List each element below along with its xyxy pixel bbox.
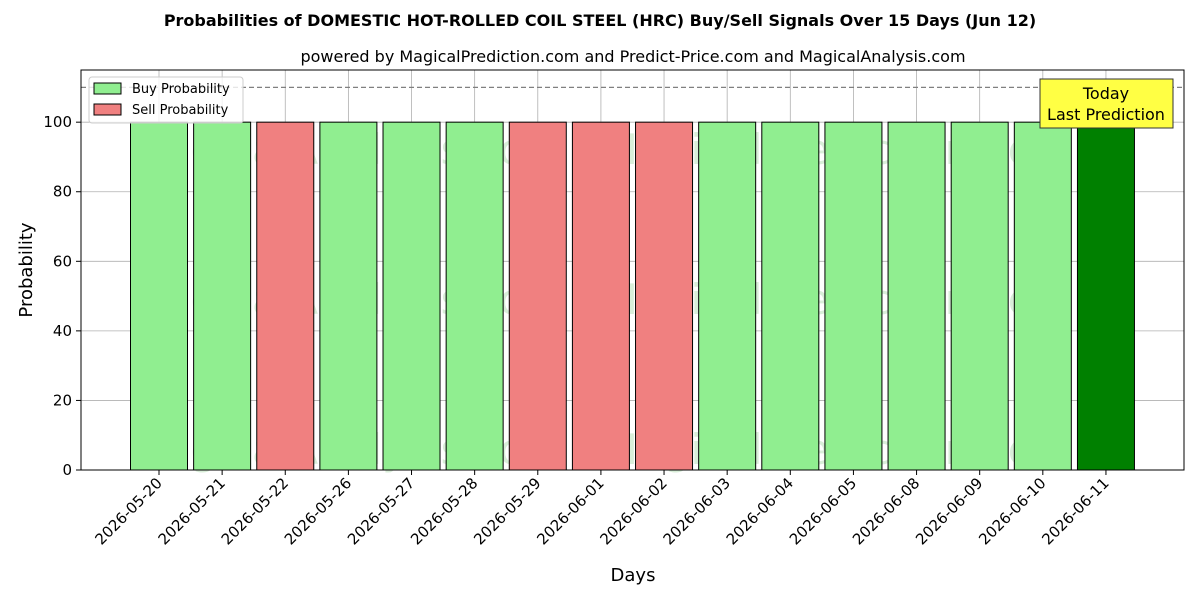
bar-buy	[193, 121, 252, 471]
x-tick-label: 2026-06-08	[849, 474, 923, 548]
bar-buy	[887, 121, 946, 471]
x-tick-label: 2026-05-26	[281, 474, 355, 548]
x-tick-label: 2026-06-03	[660, 474, 734, 548]
bar-sell	[508, 121, 567, 471]
x-tick-label: 2026-06-09	[912, 474, 986, 548]
x-tick-label: 2026-05-27	[344, 474, 418, 548]
today-annotation-box	[1039, 78, 1174, 129]
bar-sell	[635, 121, 694, 471]
today-annotation: Today Last Prediction	[1039, 78, 1174, 129]
bar-buy	[319, 121, 378, 471]
x-tick-label: 2026-06-01	[533, 474, 607, 548]
x-tick-label: 2026-05-29	[470, 474, 544, 548]
bar-buy	[824, 121, 883, 471]
plot-frame	[80, 69, 1185, 471]
y-axis-label: Probability	[16, 222, 37, 317]
bar-today	[1076, 121, 1135, 471]
y-tick-label: 60	[53, 252, 72, 270]
y-tick-label: 0	[62, 461, 72, 479]
y-tick-label: 100	[43, 113, 72, 131]
x-tick-label: 2026-05-22	[218, 474, 292, 548]
y-tick-label: 40	[53, 322, 72, 340]
x-tick-label: 2026-05-21	[155, 474, 229, 548]
x-tick-label: 2026-05-20	[91, 474, 165, 548]
bar-buy	[698, 121, 757, 471]
legend-sell-label: Sell Probability	[132, 103, 229, 118]
x-tick-label: 2026-05-28	[407, 474, 481, 548]
x-tick-label: 2026-06-10	[975, 474, 1049, 548]
x-tick-label: 2026-06-04	[723, 474, 797, 548]
legend-sell-swatch	[93, 103, 122, 116]
chart-subtitle: powered by MagicalPrediction.com and Pre…	[300, 47, 965, 66]
bar-buy	[445, 121, 504, 471]
legend-frame	[88, 76, 244, 124]
legend-buy-label: Buy Probability	[132, 82, 230, 97]
chart-title: Probabilities of DOMESTIC HOT-ROLLED COI…	[164, 11, 1036, 30]
today-annotation-line2: Last Prediction	[1047, 105, 1165, 124]
x-axis-label: Days	[611, 565, 656, 586]
bar-sell	[571, 121, 630, 471]
bar-buy	[950, 121, 1009, 471]
x-tick-label: 2026-06-11	[1038, 474, 1112, 548]
legend: Buy Probability Sell Probability	[88, 76, 244, 124]
bar-buy	[130, 121, 188, 471]
bar-buy	[761, 121, 820, 471]
today-annotation-line1: Today	[1082, 84, 1129, 103]
bar-sell	[256, 121, 315, 471]
bar-buy	[1013, 121, 1072, 471]
bars	[130, 121, 1135, 471]
y-tick-label: 20	[53, 391, 72, 409]
y-tick-label: 80	[53, 183, 72, 201]
legend-buy-swatch	[93, 82, 122, 95]
axes	[80, 69, 1185, 471]
x-tick-label: 2026-06-02	[596, 474, 670, 548]
x-tick-label: 2026-06-05	[786, 474, 860, 548]
bar-buy	[382, 121, 441, 471]
